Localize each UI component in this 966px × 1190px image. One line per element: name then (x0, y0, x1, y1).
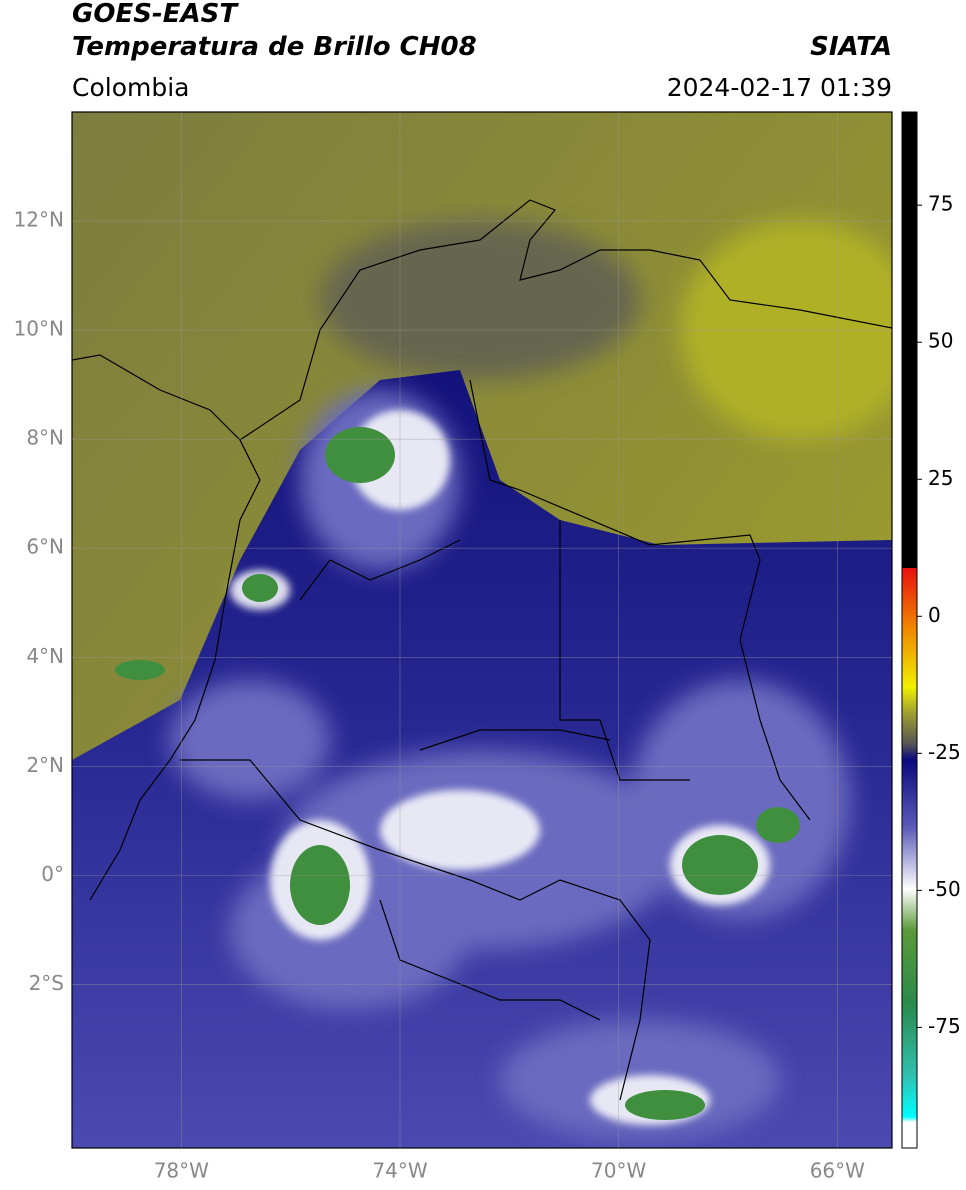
lon-tick-label: 78°W (154, 1159, 209, 1183)
colorbar-tick-label: 75 (928, 192, 953, 216)
title: GOES-EAST (72, 0, 239, 29)
lat-tick-label: 8°N (26, 426, 64, 450)
lat-tick-label: 6°N (26, 535, 64, 559)
colorbar (901, 111, 918, 1149)
lat-tick-label: 2°N (26, 753, 64, 777)
lat-tick-label: 2°S (29, 971, 64, 995)
map-frame (71, 111, 893, 1149)
colorbar-tick-label: -50 (928, 877, 961, 901)
lat-tick-label: 4°N (26, 644, 64, 668)
lat-tick-label: 12°N (14, 208, 64, 232)
lon-tick-label: 74°W (372, 1159, 427, 1183)
satellite-image (72, 112, 892, 1148)
colorbar-tick-label: 50 (928, 329, 953, 353)
colorbar-tick-label: 25 (928, 466, 953, 490)
lat-tick-label: 10°N (14, 317, 64, 341)
lon-tick-label: 70°W (591, 1159, 646, 1183)
source: SIATA (810, 32, 892, 62)
region: Colombia (72, 73, 189, 102)
colorbar-tick-label: -75 (928, 1014, 961, 1038)
colorbar-tick-label: 0 (928, 603, 941, 627)
borders (72, 199, 892, 1101)
datetime: 2024-02-17 01:39 (667, 73, 892, 102)
cold-cloud-tops (115, 427, 800, 1120)
lat-tick-label: 0° (41, 862, 64, 886)
subtitle: Temperatura de Brillo CH08 (72, 32, 477, 62)
lon-tick-label: 66°W (810, 1159, 865, 1183)
colorbar-tick-label: -25 (928, 740, 961, 764)
